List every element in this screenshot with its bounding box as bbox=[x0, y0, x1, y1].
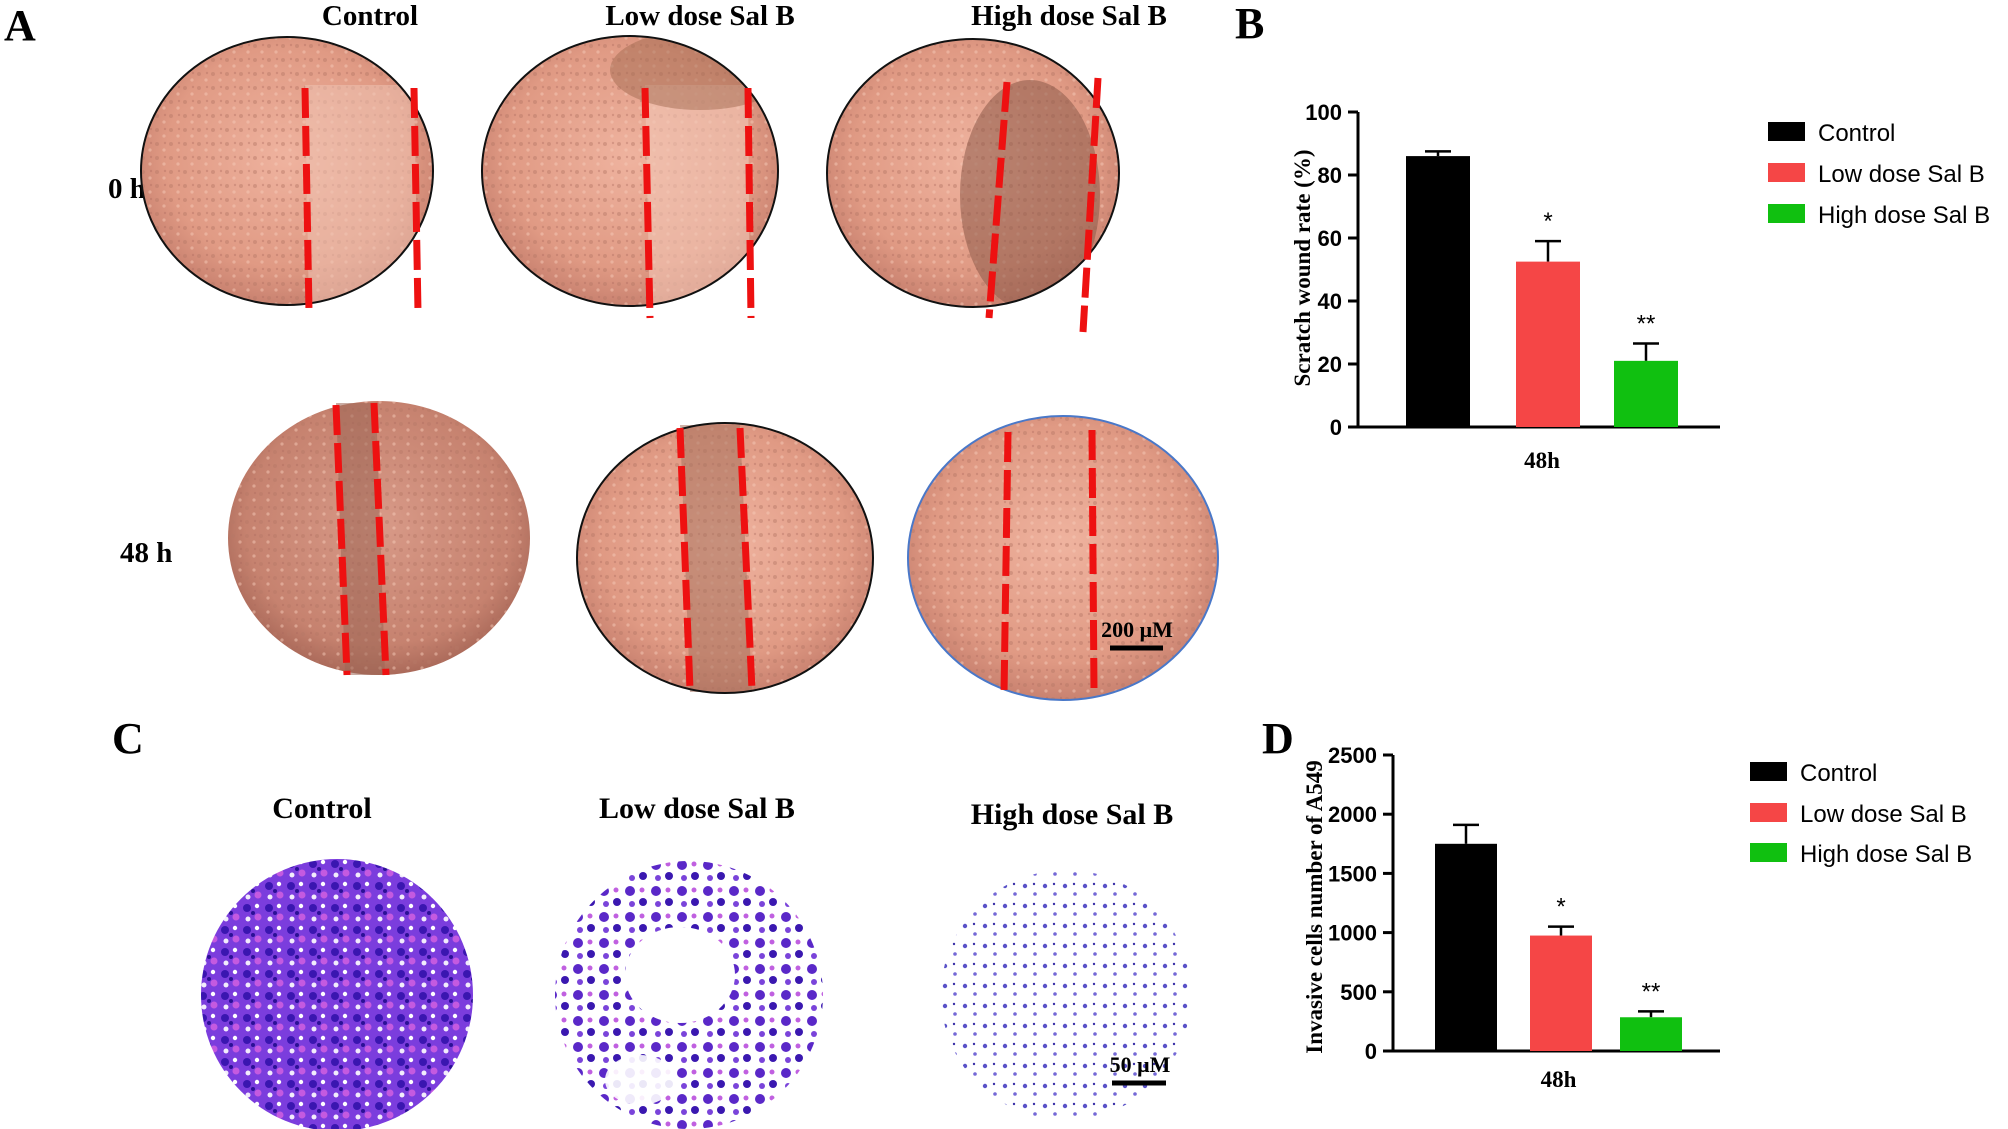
stain-image-control bbox=[201, 859, 473, 1129]
scale-bar-label-a: 200 μM bbox=[1101, 617, 1173, 642]
y-axis-label: Scratch wound rate (%) bbox=[1290, 150, 1315, 387]
legend-label: Low dose Sal B bbox=[1818, 161, 1985, 188]
bar-low-dose-sal-b bbox=[1530, 935, 1592, 1051]
legend-swatch bbox=[1750, 762, 1787, 781]
y-tick-label: 20 bbox=[1318, 352, 1342, 377]
y-tick-label: 1000 bbox=[1328, 921, 1377, 946]
y-tick-label: 60 bbox=[1318, 226, 1342, 251]
y-tick-label: 0 bbox=[1365, 1039, 1377, 1064]
scale-bar-label-c: 50 μM bbox=[1110, 1052, 1171, 1077]
stain-image-high-dose: 50 μM bbox=[941, 870, 1191, 1120]
panel-letter-c: C bbox=[112, 714, 144, 763]
legend-swatch bbox=[1768, 204, 1805, 223]
y-tick-label: 2000 bbox=[1328, 802, 1377, 827]
legend-swatch bbox=[1750, 803, 1787, 822]
scratch-line-left bbox=[676, 427, 694, 691]
panel-a-row-48h: 48 h bbox=[120, 537, 172, 569]
stain-image-low-dose bbox=[555, 861, 823, 1129]
bar-low-dose-sal-b bbox=[1516, 261, 1580, 427]
scratch-line-right bbox=[744, 87, 755, 319]
y-tick-label: 0 bbox=[1330, 415, 1342, 440]
panel-letter-a: A bbox=[4, 1, 36, 50]
panel-a-column-control: Control bbox=[322, 0, 418, 32]
micrograph-control-0h bbox=[140, 36, 434, 313]
x-axis-label: 48h bbox=[1541, 1067, 1577, 1092]
micrograph-high-dose-48h: 200 μM bbox=[907, 415, 1219, 701]
scratch-line-right bbox=[1079, 77, 1102, 333]
y-axis-label: Invasive cells number of A549 bbox=[1302, 760, 1327, 1053]
panel-c-column-low-dose: Low dose Sal B bbox=[599, 792, 795, 825]
legend-swatch bbox=[1768, 163, 1805, 182]
bar-high-dose-sal-b bbox=[1620, 1017, 1682, 1051]
panel-a-column-low-dose: Low dose Sal B bbox=[605, 0, 794, 32]
scratch-line-right bbox=[736, 427, 756, 691]
scratch-line-left bbox=[641, 87, 654, 319]
legend-swatch bbox=[1750, 843, 1787, 862]
significance-marker: * bbox=[1556, 894, 1565, 921]
panel-a-column-high-dose: High dose Sal B bbox=[971, 0, 1167, 32]
bar-control bbox=[1435, 843, 1497, 1051]
micrograph-low-dose-0h bbox=[481, 35, 779, 319]
micrograph-control-48h bbox=[228, 401, 530, 676]
legend-label: High dose Sal B bbox=[1818, 202, 1990, 229]
panel-c-column-high-dose: High dose Sal B bbox=[971, 798, 1174, 831]
y-tick-label: 40 bbox=[1318, 289, 1342, 314]
significance-marker: ** bbox=[1642, 978, 1661, 1005]
legend-label: Control bbox=[1818, 120, 1895, 147]
legend-label: Low dose Sal B bbox=[1800, 801, 1967, 828]
scratch-line-left bbox=[332, 404, 351, 676]
significance-marker: * bbox=[1543, 208, 1552, 235]
micrograph-low-dose-48h bbox=[576, 422, 874, 694]
y-tick-label: 500 bbox=[1340, 980, 1377, 1005]
scratch-line-right bbox=[1088, 429, 1098, 691]
x-axis-label: 48h bbox=[1524, 448, 1560, 473]
scratch-line-left bbox=[985, 81, 1011, 319]
panel-letter-b: B bbox=[1235, 0, 1264, 48]
legend-swatch bbox=[1768, 122, 1805, 141]
y-tick-label: 100 bbox=[1305, 100, 1342, 125]
panel-a-row-0h: 0 h bbox=[108, 173, 146, 205]
panel-c-column-control: Control bbox=[272, 792, 371, 825]
scratch-line-left bbox=[1000, 431, 1012, 696]
y-tick-label: 80 bbox=[1318, 163, 1342, 188]
y-tick-label: 1500 bbox=[1328, 861, 1377, 886]
bar-control bbox=[1406, 156, 1470, 427]
legend-label: High dose Sal B bbox=[1800, 841, 1972, 868]
micrograph-high-dose-0h bbox=[826, 38, 1120, 333]
y-tick-label: 2500 bbox=[1328, 743, 1377, 768]
significance-marker: ** bbox=[1637, 311, 1656, 338]
panel-letter-d: D bbox=[1262, 714, 1294, 763]
scratch-line-right bbox=[370, 402, 390, 676]
legend-label: Control bbox=[1800, 760, 1877, 787]
bar-high-dose-sal-b bbox=[1614, 360, 1678, 427]
